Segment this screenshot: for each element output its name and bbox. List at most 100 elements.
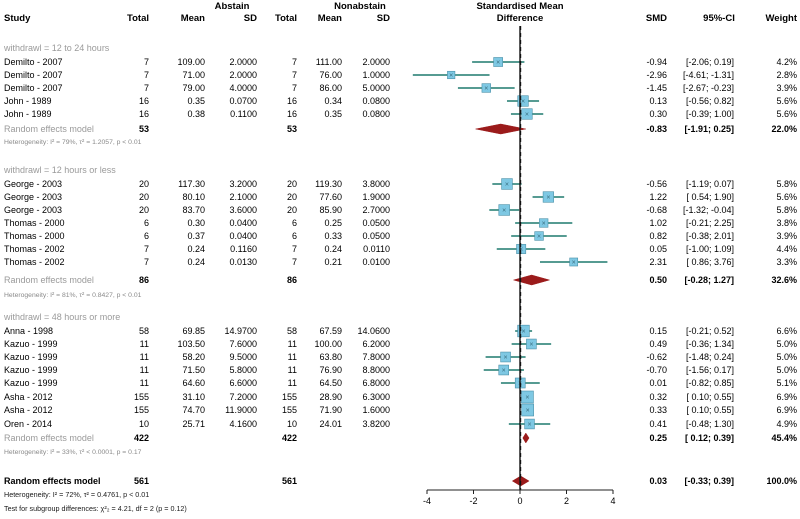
subgroup-summary-1-label: Random effects model bbox=[4, 124, 94, 134]
study-row-9-weight-square bbox=[539, 218, 549, 228]
study-row-14-sd-nonabstain: 6.2000 bbox=[362, 339, 390, 349]
study-row-8-sd-nonabstain: 2.7000 bbox=[362, 205, 390, 215]
study-row-20-sd-nonabstain: 3.8200 bbox=[362, 419, 390, 429]
study-row-12-weight: 3.3% bbox=[776, 257, 797, 267]
study-row-3-total-nonabstain: 7 bbox=[292, 83, 297, 93]
study-row-10-point-mark: × bbox=[537, 234, 541, 241]
subgroup-summary-2-diamond bbox=[512, 274, 551, 286]
study-row-10-sd-abstain: 0.0400 bbox=[229, 231, 257, 241]
study-row-19-weight-square bbox=[521, 403, 534, 417]
study-row-14-total-nonabstain: 11 bbox=[288, 339, 297, 349]
study-row-18-weight-square bbox=[521, 390, 534, 404]
study-row-12-weight-square bbox=[569, 257, 579, 267]
subgroup-summary-1-weight: 22.0% bbox=[771, 124, 797, 134]
study-row-5-name: John - 1989 bbox=[4, 109, 52, 119]
study-row-14-smd: 0.49 bbox=[649, 339, 667, 349]
overall-heterogeneity: Heterogeneity: I² = 72%, τ² = 0.4761, p … bbox=[4, 490, 149, 499]
study-row-11-mean-abstain: 0.24 bbox=[187, 244, 205, 254]
study-row-3-point-mark: × bbox=[484, 86, 488, 93]
study-row-2-point-mark: × bbox=[449, 73, 453, 80]
study-row-6-sd-nonabstain: 3.8000 bbox=[362, 179, 390, 189]
study-row-10-name: Thomas - 2000 bbox=[4, 231, 65, 241]
study-row-8-mean-nonabstain: 85.90 bbox=[319, 205, 342, 215]
study-row-18-smd: 0.32 bbox=[649, 392, 667, 402]
study-row-13-smd: 0.15 bbox=[649, 326, 667, 336]
study-row-5-total-abstain: 16 bbox=[139, 109, 149, 119]
study-row-7-weight-square bbox=[542, 191, 554, 203]
study-row-8-total-nonabstain: 20 bbox=[287, 205, 297, 215]
study-row-13-total-nonabstain: 58 bbox=[287, 326, 297, 336]
study-row-9-sd-abstain: 0.0400 bbox=[229, 218, 257, 228]
study-row-11-mean-nonabstain: 0.24 bbox=[324, 244, 342, 254]
study-row-2-mean-nonabstain: 76.00 bbox=[319, 70, 342, 80]
study-row-2-sd-nonabstain: 1.0000 bbox=[362, 70, 390, 80]
study-row-12-point-mark: × bbox=[572, 260, 576, 267]
study-row-5-sd-nonabstain: 0.0800 bbox=[362, 109, 390, 119]
study-row-16-total-nonabstain: 11 bbox=[288, 365, 297, 375]
study-row-17-total-abstain: 11 bbox=[140, 378, 149, 388]
study-row-14-sd-abstain: 7.6000 bbox=[229, 339, 257, 349]
study-row-18-mean-abstain: 31.10 bbox=[182, 392, 205, 402]
study-row-8-weight-square bbox=[498, 204, 510, 216]
study-row-3-name: Demilto - 2007 bbox=[4, 83, 63, 93]
header-smd-difference: Difference bbox=[497, 13, 543, 24]
study-row-12-total-nonabstain: 7 bbox=[292, 257, 297, 267]
study-row-18-mean-nonabstain: 28.90 bbox=[319, 392, 342, 402]
study-row-4-total-abstain: 16 bbox=[139, 96, 149, 106]
study-row-14-weight: 5.0% bbox=[776, 339, 797, 349]
study-row-4-total-nonabstain: 16 bbox=[287, 96, 297, 106]
study-row-7-point-mark: × bbox=[546, 195, 550, 202]
study-row-1-total-abstain: 7 bbox=[144, 57, 149, 67]
study-row-16-name: Kazuo - 1999 bbox=[4, 365, 58, 375]
header-mean-nonabstain: Mean bbox=[318, 13, 342, 24]
subgroup-summary-3-total-abstain: 422 bbox=[134, 433, 149, 443]
study-row-14-ci: [-0.36; 1.34] bbox=[686, 339, 734, 349]
study-row-4-weight: 5.6% bbox=[776, 96, 797, 106]
study-row-7-smd: 1.22 bbox=[649, 192, 667, 202]
study-row-9-weight: 3.8% bbox=[776, 218, 797, 228]
study-row-9-ci: [-0.21; 2.25] bbox=[686, 218, 734, 228]
study-row-20-total-abstain: 10 bbox=[139, 419, 149, 429]
study-row-15-smd: -0.62 bbox=[646, 352, 667, 362]
study-row-16-weight: 5.0% bbox=[776, 365, 797, 375]
study-row-14-name: Kazuo - 1999 bbox=[4, 339, 58, 349]
study-row-10-total-abstain: 6 bbox=[144, 231, 149, 241]
study-row-15-weight-square bbox=[500, 351, 511, 363]
study-row-8-mean-abstain: 83.70 bbox=[182, 205, 205, 215]
study-row-16-ci: [-1.56; 0.17] bbox=[686, 365, 734, 375]
study-row-15-mean-nonabstain: 63.80 bbox=[319, 352, 342, 362]
study-row-12-mean-nonabstain: 0.21 bbox=[324, 257, 342, 267]
study-row-15-sd-nonabstain: 7.8000 bbox=[362, 352, 390, 362]
study-row-16-point-mark: × bbox=[502, 368, 506, 375]
subgroup-summary-2-label: Random effects model bbox=[4, 275, 94, 285]
study-row-17-sd-abstain: 6.6000 bbox=[229, 378, 257, 388]
subgroup-heterogeneity-2: Heterogeneity: I² = 81%, τ² = 0.8427, p … bbox=[4, 292, 142, 299]
subgroup-summary-2-smd: 0.50 bbox=[649, 275, 667, 285]
study-row-5-smd: 0.30 bbox=[649, 109, 667, 119]
study-row-1-smd: -0.94 bbox=[646, 57, 667, 67]
subgroup-difference-test: Test for subgroup differences: χ²₂ = 4.2… bbox=[4, 504, 187, 513]
study-row-8-sd-abstain: 3.6000 bbox=[229, 205, 257, 215]
study-row-11-total-nonabstain: 7 bbox=[292, 244, 297, 254]
study-row-10-mean-abstain: 0.37 bbox=[187, 231, 205, 241]
subgroup-summary-3-weight: 45.4% bbox=[771, 433, 797, 443]
study-row-19-mean-nonabstain: 71.90 bbox=[319, 405, 342, 415]
overall-summary-ci: [-0.33; 0.39] bbox=[684, 476, 734, 486]
study-row-19-mean-abstain: 74.70 bbox=[182, 405, 205, 415]
study-row-13-sd-nonabstain: 14.0600 bbox=[357, 326, 390, 336]
study-row-16-mean-nonabstain: 76.90 bbox=[319, 365, 342, 375]
study-row-6-sd-abstain: 3.2000 bbox=[229, 179, 257, 189]
study-row-9-point-mark: × bbox=[542, 221, 546, 228]
x-axis-tick-label-2: 2 bbox=[564, 496, 569, 506]
subgroup-summary-3-ci: [ 0.12; 0.39] bbox=[685, 433, 734, 443]
study-row-4-weight-square bbox=[517, 95, 529, 107]
study-row-11-smd: 0.05 bbox=[649, 244, 667, 254]
subgroup-summary-1-total-abstain: 53 bbox=[139, 124, 149, 134]
study-row-9-smd: 1.02 bbox=[649, 218, 667, 228]
subgroup-heterogeneity-1: Heterogeneity: I² = 79%, τ² = 1.2057, p … bbox=[4, 139, 142, 146]
study-row-7-sd-abstain: 2.1000 bbox=[229, 192, 257, 202]
study-row-19-sd-abstain: 11.9000 bbox=[225, 405, 257, 415]
study-row-16-mean-abstain: 71.50 bbox=[182, 365, 205, 375]
study-row-5-point-mark: × bbox=[525, 112, 529, 119]
